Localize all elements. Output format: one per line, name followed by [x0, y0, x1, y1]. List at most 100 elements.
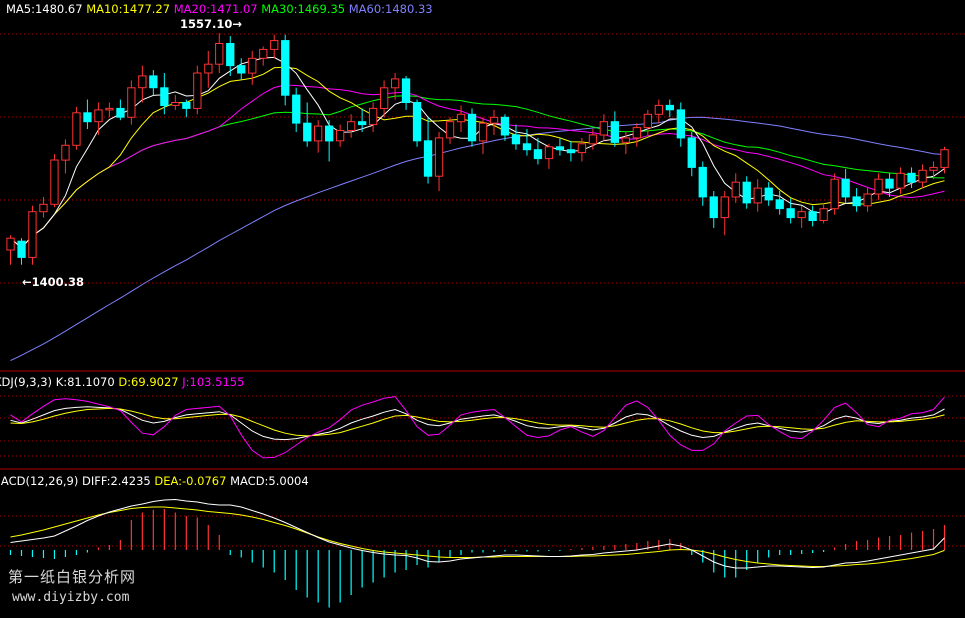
- ma10-line: [10, 66, 945, 249]
- kdj-legend: KDJ(9,3,3) K:81.1070 D:69.9027 J:103.515…: [0, 375, 244, 389]
- candle-down: [160, 87, 169, 107]
- candle-down: [698, 166, 707, 198]
- kdj-d-label: D:69.9027: [118, 375, 179, 389]
- candle-down: [358, 121, 367, 126]
- candle-down: [182, 102, 191, 109]
- low-price-annotation: ←1400.38: [22, 275, 85, 289]
- kdj-j-line: [10, 396, 945, 459]
- macd-value-label: MACD:5.0004: [230, 474, 309, 488]
- watermark-url: www.diyizby.com: [12, 590, 130, 605]
- candle-up: [588, 134, 598, 145]
- grid-lines: [0, 33, 965, 547]
- candle-up: [270, 40, 279, 50]
- candle-down: [907, 172, 916, 183]
- candle-down: [423, 140, 433, 177]
- candle-up: [874, 178, 883, 195]
- ma60-line: [10, 116, 945, 362]
- candle-down: [885, 178, 894, 189]
- candle-up: [248, 57, 257, 74]
- candle-down: [226, 43, 235, 67]
- candle-up: [819, 208, 828, 221]
- candle-up: [50, 159, 59, 205]
- candle-down: [17, 240, 26, 258]
- ma20-line: [10, 84, 945, 249]
- candle-up: [336, 130, 345, 142]
- candle-up: [940, 149, 949, 168]
- candle-down: [149, 75, 158, 89]
- candle-up: [61, 144, 70, 161]
- candle-up: [621, 137, 631, 143]
- ma60-label: MA60:1480.33: [348, 2, 433, 16]
- ma20-label: MA20:1471.07: [173, 2, 258, 16]
- candle-down: [237, 65, 246, 74]
- kdj-name: KDJ(9,3,3): [0, 375, 53, 389]
- candle-up: [105, 107, 114, 111]
- candle-up: [478, 122, 488, 142]
- candle-up: [434, 137, 444, 177]
- candle-down: [522, 143, 532, 151]
- candle-up: [6, 237, 15, 251]
- candle-up: [72, 112, 81, 146]
- kdj-k-line: [10, 406, 945, 441]
- macd-name: MACD(12,26,9): [0, 474, 79, 488]
- candle-up: [171, 102, 180, 106]
- candle-down: [511, 134, 521, 145]
- candle-down: [742, 181, 751, 204]
- candle-down: [401, 78, 411, 104]
- candle-down: [786, 208, 795, 219]
- candle-up: [489, 116, 499, 124]
- ma30-line: [10, 95, 945, 249]
- candle-down: [303, 122, 312, 142]
- candle-up: [391, 78, 400, 89]
- candle-up: [28, 211, 37, 258]
- candle-down: [709, 196, 718, 219]
- candle-up: [544, 146, 554, 160]
- candle-up: [347, 121, 356, 131]
- candle-up: [720, 196, 729, 219]
- candle-up: [654, 104, 664, 115]
- candle-up: [830, 178, 839, 210]
- ma5-label: MA5:1480.67: [6, 2, 83, 16]
- candle-up: [94, 109, 103, 123]
- watermark-title: 第一纸白银分析网: [8, 568, 137, 586]
- candle-down: [841, 178, 850, 198]
- candle-up: [632, 127, 642, 139]
- candle-down: [566, 149, 576, 154]
- candle-down: [665, 104, 675, 111]
- candle-up: [753, 187, 762, 204]
- candle-up: [204, 63, 213, 74]
- candle-down: [687, 137, 696, 168]
- candle-up: [797, 211, 806, 219]
- kdj-k-label: K:81.1070: [55, 375, 115, 389]
- candle-up: [193, 72, 202, 109]
- candle-up: [863, 193, 872, 207]
- candle-down: [83, 112, 92, 123]
- candle-down: [500, 116, 510, 136]
- kdj-j-label: J:103.5155: [182, 375, 245, 389]
- candle-down: [116, 107, 125, 118]
- ma30-label: MA30:1469.35: [261, 2, 346, 16]
- high-price-value: 1557.10: [180, 17, 233, 31]
- candle-down: [292, 94, 301, 124]
- macd-legend: MACD(12,26,9) DIFF:2.4235 DEA:-0.0767 MA…: [0, 474, 309, 488]
- candle-down: [610, 121, 620, 143]
- candle-down: [325, 125, 334, 142]
- macd-dea-label: DEA:-0.0767: [154, 474, 227, 488]
- candle-up: [127, 87, 136, 118]
- candle-down: [467, 113, 477, 142]
- candle-down: [808, 211, 817, 221]
- candle-down: [533, 149, 543, 160]
- candle-up: [896, 172, 905, 189]
- high-price-annotation: 1557.10→: [180, 17, 243, 31]
- candle-down: [764, 187, 773, 201]
- candle-up: [369, 107, 378, 126]
- candle-up: [456, 113, 466, 123]
- candle-up: [215, 43, 224, 65]
- candle-up: [380, 87, 389, 110]
- main-legend: MA5:1480.67 MA10:1477.27 MA20:1471.07 MA…: [6, 2, 433, 16]
- candle-down: [555, 146, 565, 151]
- candle-up: [643, 113, 653, 129]
- candle-down: [676, 109, 686, 139]
- low-price-value: 1400.38: [31, 275, 85, 289]
